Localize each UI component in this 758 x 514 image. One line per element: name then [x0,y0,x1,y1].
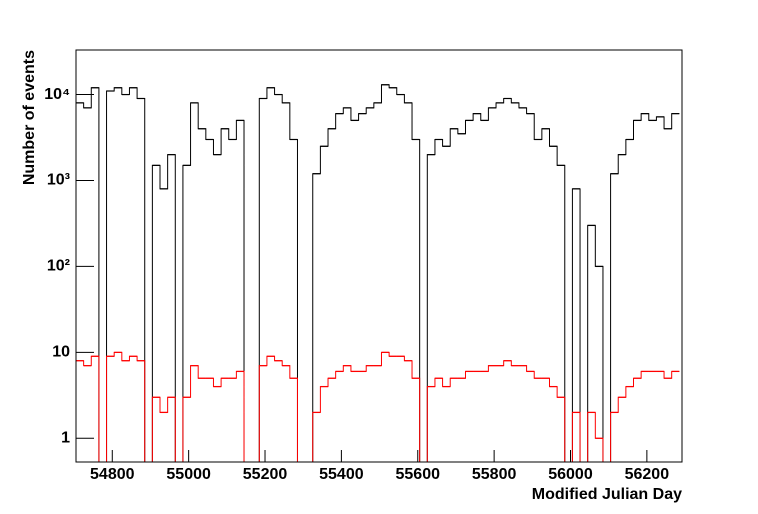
y-tick-label: 10 [52,344,70,361]
x-tick-label: 55200 [243,466,288,483]
x-tick-label: 55600 [396,466,441,483]
x-tick-label: 56000 [548,466,593,483]
x-tick-label: 55000 [166,466,211,483]
frame [75,49,683,463]
x-tick-label: 55400 [319,466,364,483]
y-tick-label: 10⁴ [44,86,70,103]
y-tick-label: 1 [61,430,70,447]
y-tick-label: 10² [47,258,70,275]
y-axis-title: Number of events [21,50,38,185]
x-axis-title: Modified Julian Day [532,486,682,503]
x-tick-label: 54800 [90,466,135,483]
y-tick-label: 10³ [47,172,70,189]
x-tick-label: 55800 [472,466,517,483]
x-tick-label: 56200 [625,466,670,483]
plot-area [76,84,680,462]
